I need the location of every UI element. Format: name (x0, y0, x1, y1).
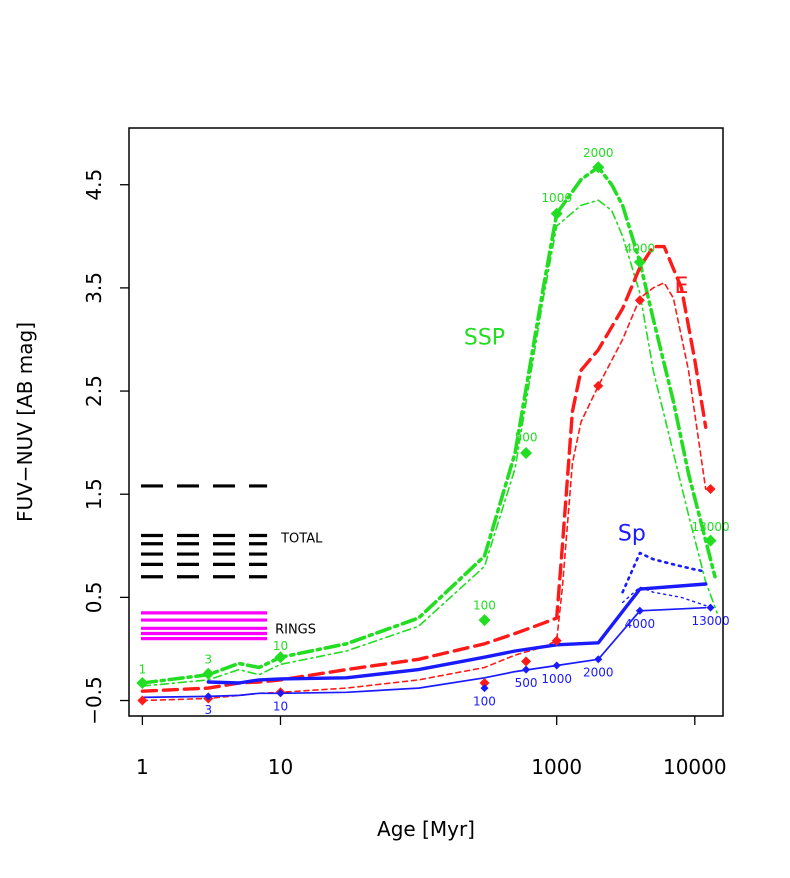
x-tick-label-0: 1 (136, 755, 149, 779)
marker-2-0 (204, 692, 213, 701)
marker-2-1 (276, 689, 285, 698)
age-label-16: 13000 (691, 614, 729, 628)
marker-1-6 (593, 380, 604, 391)
y-tick-label-2: 1.5 (82, 478, 106, 510)
marker-2-6 (635, 606, 644, 615)
marker-2-7 (706, 603, 715, 612)
marker-0-4 (520, 446, 533, 459)
marker-0-2 (274, 651, 287, 664)
marker-1-8 (705, 484, 716, 495)
series-line-e_thick (140, 244, 708, 693)
age-label-7: 4000 (625, 242, 656, 256)
marker-1-4 (521, 656, 532, 667)
x-axis-label: Age [Myr] (377, 817, 475, 841)
y-tick-label-0: −0.5 (82, 676, 106, 725)
age-label-13: 1000 (541, 672, 572, 686)
marker-1-3 (479, 677, 490, 688)
y-tick-label-4: 3.5 (82, 272, 106, 304)
x-tick-label-3: 10000 (663, 755, 727, 779)
marker-0-6 (592, 161, 605, 174)
marker-2-5 (594, 655, 603, 664)
age-label-10: 10 (273, 700, 288, 714)
marker-1-5 (551, 635, 562, 646)
age-label-2: 10 (273, 639, 288, 653)
x-tick-label-2: 1000 (531, 755, 582, 779)
y-tick-label-3: 2.5 (82, 375, 106, 407)
axis-ticks: 1 10 1000 10000 −0.5 0.5 1.5 2.5 3.5 4.5 (82, 169, 727, 779)
series-label-e: E (674, 274, 688, 299)
rings-label: RINGS (275, 622, 316, 637)
age-label-5: 1000 (541, 191, 572, 205)
series-label-ssp: SSP (464, 326, 505, 351)
age-label-3: 100 (473, 599, 496, 613)
series-line-ssp_thin (141, 199, 718, 687)
x-tick-label-1: 10 (268, 755, 293, 779)
marker-0-0 (136, 676, 149, 689)
series-label-sp: Sp (618, 522, 646, 547)
marker-0-3 (478, 614, 491, 627)
y-tick-label-5: 4.5 (82, 169, 106, 201)
marker-0-8 (704, 534, 717, 547)
marker-0-5 (550, 207, 563, 220)
age-label-9: 3 (204, 703, 212, 717)
y-axis-label: FUV−NUV [AB mag] (13, 322, 37, 522)
age-label-12: 500 (515, 676, 538, 690)
age-label-8: 13000 (691, 520, 729, 534)
plot-frame (128, 127, 724, 717)
age-label-14: 2000 (583, 666, 614, 680)
marker-2-4 (552, 661, 561, 670)
age-label-0: 1 (139, 663, 147, 677)
marker-0-7 (633, 256, 646, 269)
series-line-sp_dot1 (621, 551, 708, 594)
age-label-6: 2000 (583, 146, 614, 160)
series-line-sp_dot2 (621, 586, 716, 611)
age-label-4: 500 (515, 430, 538, 444)
marker-1-0 (137, 695, 148, 706)
marker-1-7 (634, 295, 645, 306)
age-label-15: 4000 (625, 617, 656, 631)
marker-2-3 (522, 665, 531, 674)
age-label-1: 3 (204, 652, 212, 666)
y-tick-label-1: 0.5 (82, 581, 106, 613)
marker-0-1 (202, 667, 215, 680)
age-label-11: 100 (473, 695, 496, 709)
marker-2-2 (480, 684, 489, 693)
total-label: TOTAL (280, 532, 323, 547)
series-line-sp_thick (206, 582, 708, 685)
